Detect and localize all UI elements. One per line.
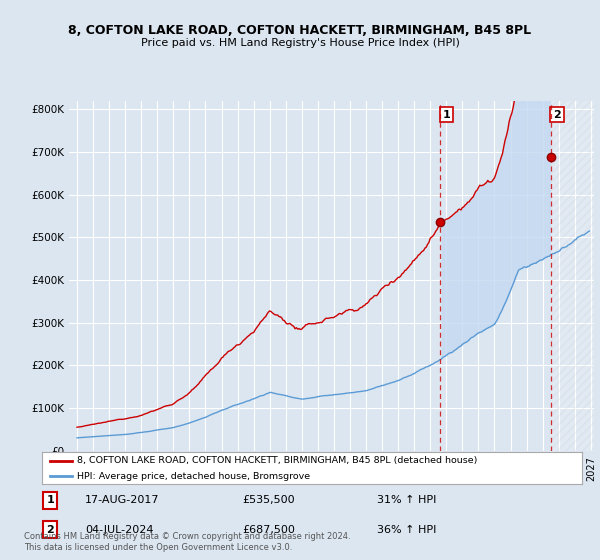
Text: 04-JUL-2024: 04-JUL-2024 <box>85 525 154 535</box>
Text: 1: 1 <box>443 110 451 119</box>
Text: 36% ↑ HPI: 36% ↑ HPI <box>377 525 436 535</box>
Text: £535,500: £535,500 <box>242 495 295 505</box>
Text: 2: 2 <box>46 525 54 535</box>
Text: 17-AUG-2017: 17-AUG-2017 <box>85 495 160 505</box>
Text: HPI: Average price, detached house, Bromsgrove: HPI: Average price, detached house, Brom… <box>77 472 310 481</box>
Text: 2: 2 <box>553 110 561 119</box>
Text: Price paid vs. HM Land Registry's House Price Index (HPI): Price paid vs. HM Land Registry's House … <box>140 38 460 48</box>
Text: Contains HM Land Registry data © Crown copyright and database right 2024.
This d: Contains HM Land Registry data © Crown c… <box>24 532 350 552</box>
Text: £687,500: £687,500 <box>242 525 295 535</box>
Text: 8, COFTON LAKE ROAD, COFTON HACKETT, BIRMINGHAM, B45 8PL: 8, COFTON LAKE ROAD, COFTON HACKETT, BIR… <box>68 24 532 37</box>
Text: 1: 1 <box>46 495 54 505</box>
Text: 8, COFTON LAKE ROAD, COFTON HACKETT, BIRMINGHAM, B45 8PL (detached house): 8, COFTON LAKE ROAD, COFTON HACKETT, BIR… <box>77 456 478 465</box>
Text: 31% ↑ HPI: 31% ↑ HPI <box>377 495 436 505</box>
